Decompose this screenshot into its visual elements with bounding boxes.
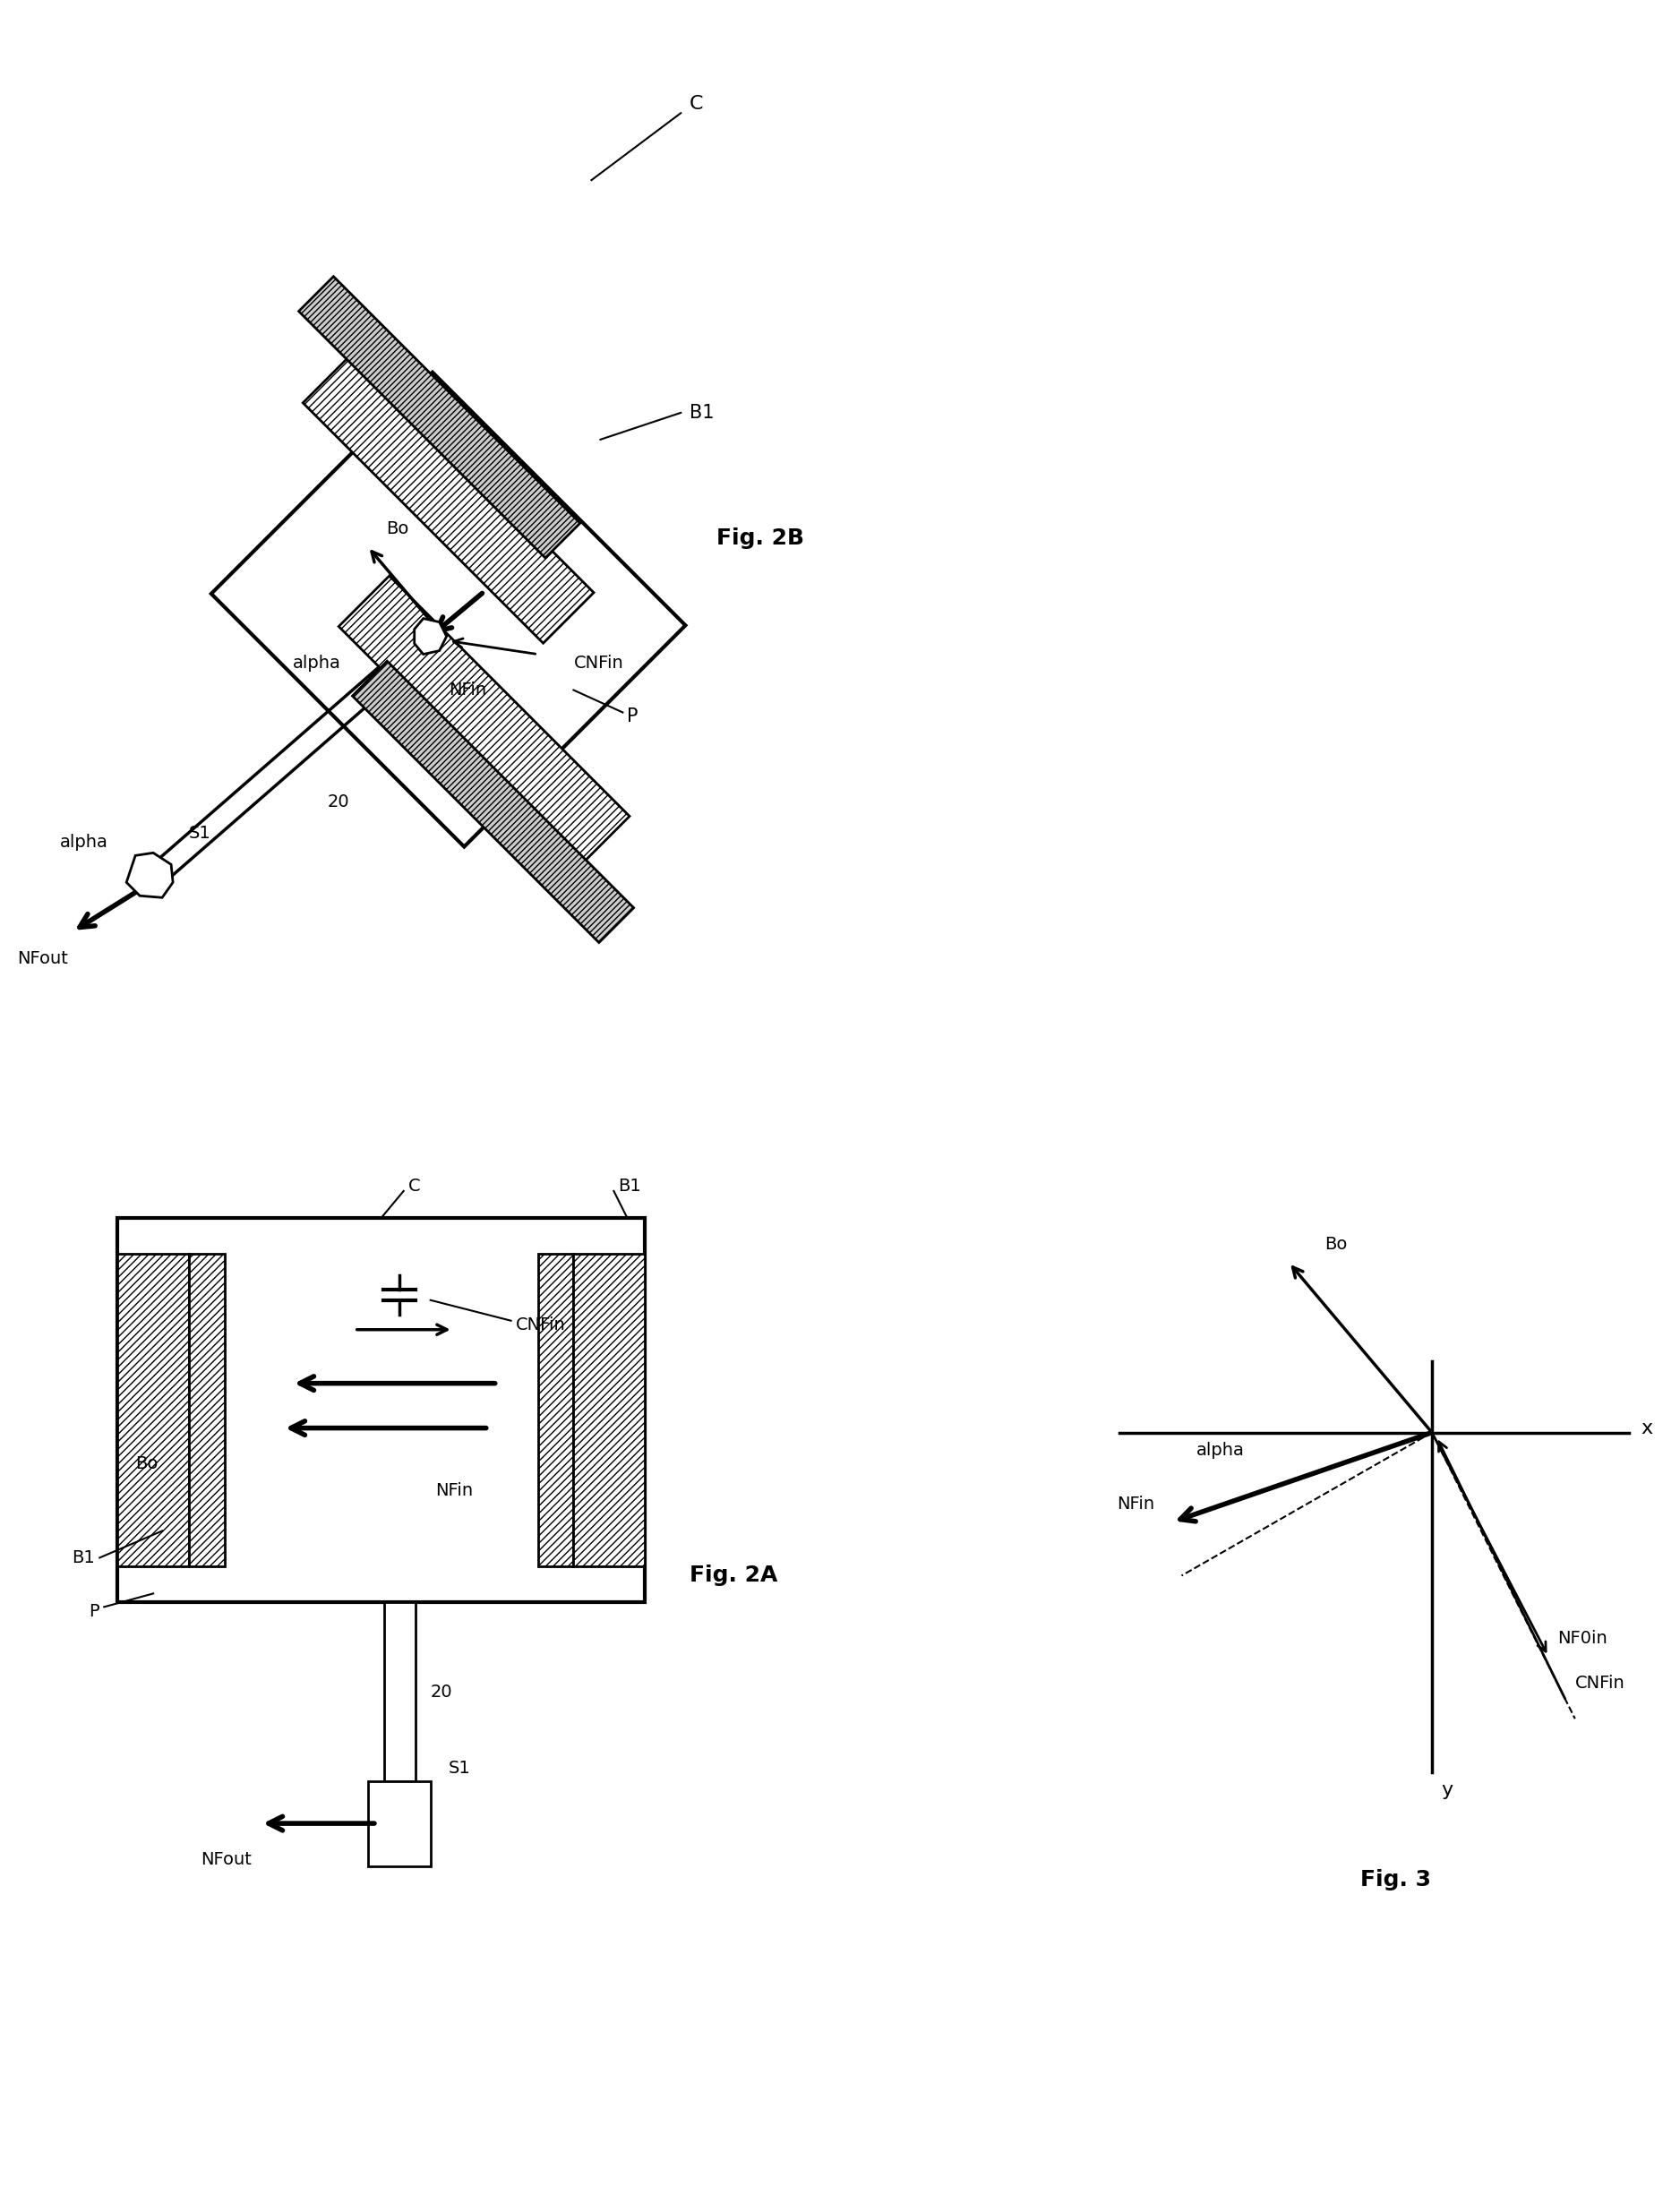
Text: 20: 20: [328, 794, 349, 810]
Polygon shape: [302, 352, 593, 644]
Bar: [385, 1601, 415, 1781]
Text: C: C: [690, 95, 704, 113]
Text: 20: 20: [430, 1683, 452, 1701]
Text: Bo: Bo: [136, 1455, 158, 1473]
Text: NFin: NFin: [1117, 1495, 1154, 1513]
Bar: [190, 1254, 225, 1566]
Bar: [368, 1781, 430, 1867]
Text: y: y: [1441, 1781, 1453, 1798]
Text: P: P: [627, 708, 638, 726]
Polygon shape: [126, 854, 173, 898]
Text: alpha: alpha: [60, 834, 109, 852]
Polygon shape: [212, 372, 685, 847]
Bar: [538, 1254, 573, 1566]
Bar: [118, 1219, 645, 1601]
Text: NFout: NFout: [17, 949, 69, 967]
Text: Fig. 2B: Fig. 2B: [717, 526, 805, 549]
Text: Fig. 2A: Fig. 2A: [690, 1564, 778, 1586]
Polygon shape: [353, 661, 633, 942]
Text: B1: B1: [618, 1179, 642, 1194]
Polygon shape: [415, 619, 447, 655]
Bar: [573, 1254, 645, 1566]
Text: NFin: NFin: [435, 1482, 472, 1500]
Text: alpha: alpha: [292, 655, 341, 672]
Text: CNFin: CNFin: [573, 655, 623, 672]
Text: x: x: [1641, 1420, 1653, 1438]
Text: NF0in: NF0in: [1557, 1630, 1608, 1646]
Text: Bo: Bo: [1324, 1237, 1347, 1254]
Text: B1: B1: [72, 1548, 96, 1566]
Polygon shape: [299, 276, 580, 557]
Text: Fig. 3: Fig. 3: [1361, 1869, 1431, 1891]
Polygon shape: [339, 575, 630, 867]
Bar: [118, 1254, 190, 1566]
Text: S1: S1: [449, 1759, 470, 1776]
Text: P: P: [89, 1604, 99, 1619]
Text: alpha: alpha: [1196, 1442, 1245, 1460]
Text: S1: S1: [190, 825, 212, 843]
Text: Bo: Bo: [386, 520, 408, 538]
Text: CNFin: CNFin: [1576, 1674, 1625, 1692]
Text: C: C: [408, 1179, 420, 1194]
Text: CNFin: CNFin: [516, 1316, 566, 1334]
Text: B1: B1: [690, 405, 714, 422]
Text: NFin: NFin: [449, 681, 486, 699]
Text: NFout: NFout: [200, 1851, 252, 1867]
